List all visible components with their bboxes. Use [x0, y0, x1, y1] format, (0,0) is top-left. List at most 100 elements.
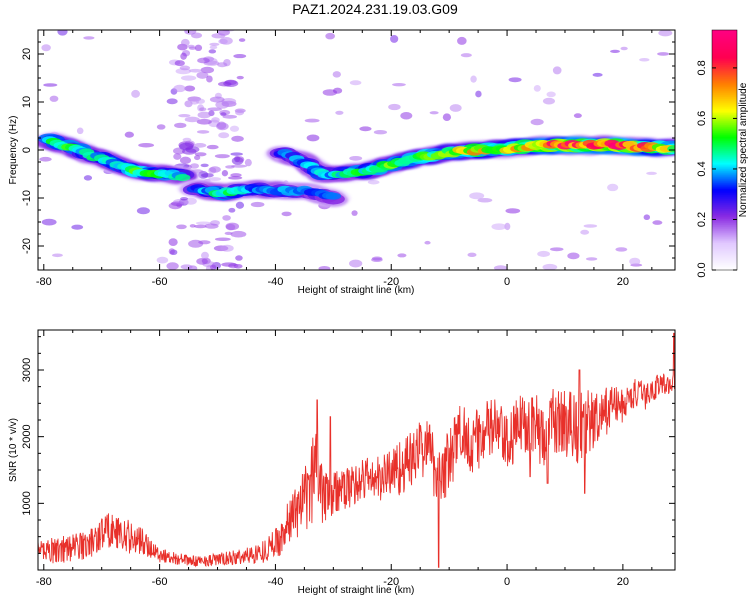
spectrogram-speckle — [168, 202, 182, 210]
spectrogram-speckle — [180, 264, 193, 270]
spectrogram-speckle — [477, 198, 493, 203]
colorbar-swatch — [712, 86, 737, 89]
colorbar-swatch — [712, 164, 737, 167]
spectrogram-ridge-cell — [325, 192, 342, 200]
spectrogram-speckle — [281, 211, 292, 217]
colorbar-swatch — [712, 256, 737, 259]
spectrogram-speckle — [195, 221, 212, 225]
colorbar-swatch — [712, 222, 737, 225]
colorbar-swatch — [712, 52, 737, 55]
snr-ylabel: SNR (10 * v/v) — [8, 418, 19, 482]
spectrogram-speckle — [200, 66, 215, 74]
page-title: PAZ1.2024.231.19.03.G09 — [292, 1, 458, 17]
spectrogram-speckle — [236, 75, 244, 80]
spectrogram-speckle — [469, 192, 485, 200]
spectrogram-speckle — [424, 240, 431, 245]
colorbar-swatch — [712, 208, 737, 211]
colorbar-swatch — [712, 160, 737, 163]
spectrogram-speckle — [546, 91, 556, 98]
colorbar-swatch — [712, 162, 737, 165]
colorbar-swatch — [712, 248, 737, 251]
spectrogram-ridge-cell — [667, 145, 675, 153]
spectrogram-speckle — [225, 223, 236, 231]
colorbar-swatch — [712, 80, 737, 83]
spectrogram-speckle — [215, 100, 230, 109]
spectrogram-speckle — [208, 177, 222, 182]
colorbar-swatch — [712, 166, 737, 169]
spectrogram-speckle — [190, 98, 200, 105]
colorbar-swatch — [712, 156, 737, 159]
snr-background — [38, 330, 675, 570]
spectrogram-speckle — [197, 57, 210, 64]
colorbar-swatch — [712, 70, 737, 73]
colorbar-tick-label: 0.6 — [696, 111, 708, 126]
spectrogram-speckle — [200, 163, 209, 168]
spectrogram-speckle — [646, 171, 657, 175]
spectrogram-speckle — [233, 53, 247, 59]
colorbar-swatch — [712, 174, 737, 177]
spectrogram-speckle — [83, 175, 93, 181]
colorbar-swatch — [712, 220, 737, 223]
spectrogram-speckle — [49, 95, 59, 102]
spectrogram-speckle — [179, 156, 192, 165]
colorbar-swatch — [712, 190, 737, 193]
colorbar-swatch — [712, 240, 737, 243]
spectrogram-speckle — [168, 248, 175, 255]
colorbar: 0.0 0.2 0.4 0.6 0.8 Normalized spectral ampl… — [696, 29, 749, 278]
spectrogram-speckle — [179, 65, 191, 71]
x-tick-label: -80 — [36, 276, 52, 288]
spectrogram-speckle — [43, 83, 58, 87]
colorbar-swatch — [712, 258, 737, 261]
spectrogram-speckle — [166, 262, 179, 270]
colorbar-swatch — [712, 188, 737, 191]
colorbar-swatch — [712, 210, 737, 213]
colorbar-swatch — [712, 132, 737, 135]
spectrogram-speckle — [180, 75, 197, 81]
colorbar-swatch — [712, 194, 737, 197]
x-tick-label: 20 — [617, 576, 629, 588]
y-tick-label: 1000 — [21, 491, 33, 515]
spectrogram-speckle — [76, 127, 84, 135]
spectrogram-speckle — [83, 36, 95, 40]
colorbar-swatch — [712, 78, 737, 81]
colorbar-swatch — [712, 266, 737, 269]
spectrogram-speckle — [178, 114, 191, 118]
spectrogram-speckle — [201, 251, 209, 260]
spectrogram-speckle — [218, 38, 228, 45]
spectrogram-speckle — [187, 44, 195, 49]
x-tick-label: 0 — [504, 276, 510, 288]
spectrogram-speckle — [196, 257, 208, 265]
spectrogram-speckle — [214, 237, 231, 242]
x-tick-label: -60 — [152, 576, 168, 588]
colorbar-swatch — [712, 238, 737, 241]
spectrogram-speckle — [349, 259, 363, 268]
snr-ticks: -80 -60 -40 -20 0 20 1000 2000 3000 — [21, 330, 675, 588]
colorbar-swatch — [712, 32, 737, 35]
spectrogram-ridge-cell — [175, 174, 191, 182]
spectrogram-speckle — [652, 220, 663, 225]
x-tick-label: 0 — [504, 576, 510, 588]
spectrogram-speckle — [223, 80, 239, 87]
snr-series-line — [38, 332, 675, 568]
spectrogram-speckle — [174, 122, 187, 128]
spectrogram-speckle — [585, 257, 598, 261]
spectrogram-speckle — [178, 141, 195, 150]
spectrogram-speckle — [429, 111, 439, 115]
snr-xlabel: Height of straight line (km) — [298, 585, 415, 596]
spectrogram-speckle — [359, 126, 372, 132]
spectrogram-speckle — [41, 218, 57, 226]
x-tick-label: -60 — [152, 276, 168, 288]
colorbar-swatch — [712, 232, 737, 235]
colorbar-swatch — [712, 144, 737, 147]
spectrogram-speckle — [209, 42, 220, 47]
spectrogram-speckle — [156, 256, 169, 264]
colorbar-swatch — [712, 196, 737, 199]
spectrogram-speckle — [629, 257, 641, 266]
spectrogram-speckle — [475, 90, 482, 98]
spectrogram-speckle — [188, 68, 202, 73]
colorbar-swatch — [712, 182, 737, 185]
colorbar-swatch — [712, 110, 737, 113]
spectrogram-speckle — [230, 152, 243, 156]
spectrogram-speckle — [166, 98, 178, 105]
spectrogram-speckle — [218, 132, 230, 139]
